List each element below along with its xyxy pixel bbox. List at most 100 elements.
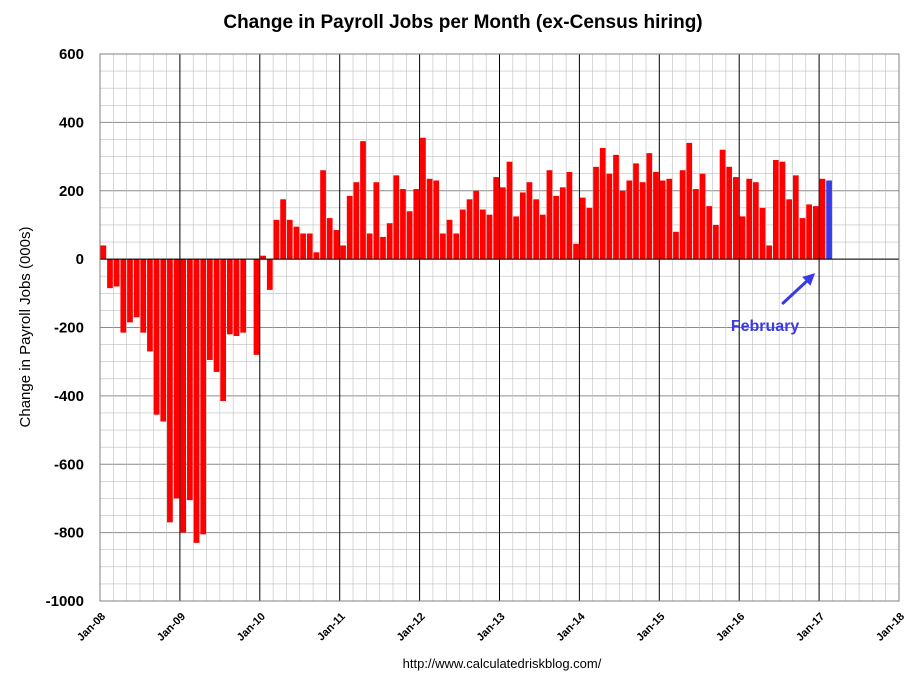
y-tick-label: 400	[59, 114, 84, 131]
bar	[626, 180, 633, 260]
y-tick-labels: -1000 -800 -600 -400 -200 0 200 400 600	[46, 46, 84, 610]
bar	[440, 233, 446, 260]
bar	[366, 233, 373, 260]
bar	[353, 182, 360, 260]
bar	[153, 259, 160, 415]
bar	[460, 209, 466, 260]
bar	[260, 255, 266, 260]
bar	[693, 189, 699, 260]
axes	[99, 53, 900, 602]
bar	[599, 148, 606, 260]
bar	[479, 209, 486, 260]
bar	[526, 182, 533, 260]
bar	[200, 259, 207, 535]
bar	[506, 161, 513, 260]
bar	[772, 159, 779, 260]
bar	[646, 153, 653, 260]
bar	[573, 243, 579, 260]
bar	[579, 197, 586, 260]
bar	[400, 189, 406, 260]
bar	[653, 171, 659, 260]
bar	[326, 218, 333, 260]
bar	[346, 195, 353, 260]
y-tick-label: 600	[59, 46, 84, 63]
bar	[666, 178, 673, 260]
bar	[293, 226, 300, 260]
bar	[499, 187, 506, 260]
bar	[606, 173, 613, 260]
bar	[593, 166, 599, 260]
bar	[273, 219, 280, 260]
bar	[406, 211, 413, 260]
plot-frame	[99, 53, 900, 602]
bar	[160, 259, 167, 422]
bar	[673, 231, 679, 260]
bar	[566, 171, 573, 260]
bar	[719, 149, 726, 260]
bar	[127, 259, 133, 323]
bar	[280, 199, 286, 260]
bar	[206, 259, 213, 360]
bar	[120, 259, 127, 333]
bar	[553, 195, 559, 260]
bar	[806, 204, 812, 260]
annotation-arrow	[781, 275, 813, 305]
bar	[819, 178, 826, 260]
bar	[360, 141, 366, 260]
chart-title: Change in Payroll Jobs per Month (ex-Cen…	[223, 12, 702, 33]
bar	[340, 245, 346, 260]
bar	[786, 199, 793, 260]
bar	[779, 161, 786, 260]
bar	[533, 199, 539, 260]
bar	[187, 259, 193, 501]
bar	[539, 214, 546, 260]
bar	[812, 206, 819, 260]
bar	[373, 182, 380, 260]
bar	[519, 192, 526, 260]
bar	[733, 177, 739, 260]
bar	[792, 175, 799, 260]
bar	[320, 170, 326, 260]
bar	[659, 180, 666, 260]
bar	[706, 206, 713, 260]
y-tick-label: -1000	[46, 593, 84, 610]
bar	[213, 259, 220, 372]
bar	[746, 178, 753, 260]
bar	[113, 259, 120, 287]
bar	[286, 219, 293, 260]
bar	[493, 177, 500, 260]
bar	[140, 259, 147, 333]
bar	[167, 259, 173, 523]
bar	[420, 137, 426, 260]
bar	[613, 154, 619, 260]
bar	[546, 170, 553, 260]
bar	[586, 207, 593, 260]
bar	[240, 259, 247, 333]
bar	[699, 173, 706, 260]
bar	[619, 190, 626, 260]
annotation-label: February	[731, 318, 800, 335]
y-tick-label: -400	[54, 388, 84, 405]
bar	[446, 219, 453, 260]
bar-series	[100, 137, 832, 543]
source-url: http://www.calculatedriskblog.com/	[403, 656, 602, 671]
y-tick-label: -600	[54, 456, 84, 473]
y-tick-label: -800	[54, 525, 84, 542]
bar	[752, 182, 759, 260]
annotation: February	[731, 273, 816, 335]
bar	[759, 207, 766, 260]
bar	[413, 189, 420, 260]
bar	[266, 259, 273, 290]
grid-lines	[99, 53, 900, 602]
bar-highlight	[826, 180, 832, 260]
bar	[226, 259, 233, 335]
bar	[100, 245, 107, 260]
bar	[380, 236, 386, 260]
bar	[799, 218, 806, 260]
bar	[220, 259, 227, 402]
bar	[633, 163, 639, 260]
bar	[393, 175, 400, 260]
annotation-arrowhead	[802, 273, 816, 286]
